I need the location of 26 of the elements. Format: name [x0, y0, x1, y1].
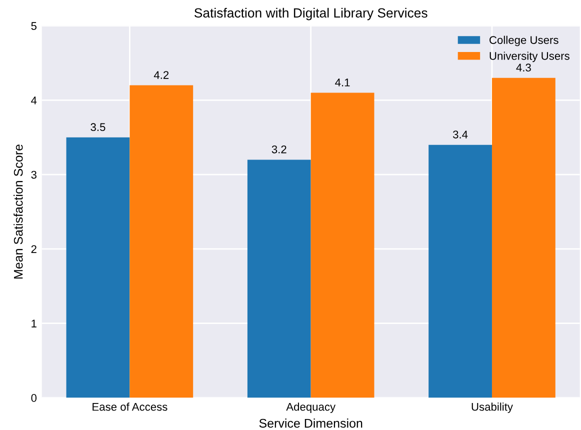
y-tick-label: 2 [31, 245, 36, 253]
bar [310, 92, 374, 398]
y-tick-label: 3 [31, 170, 36, 179]
legend-label: University Users [490, 52, 570, 62]
data-label: 3.4 [452, 130, 468, 138]
x-axis-title: Service Dimension [259, 418, 362, 428]
data-label: 4.2 [154, 71, 169, 79]
bar [428, 144, 492, 398]
legend-label: College Users [490, 36, 558, 46]
bar [66, 137, 130, 398]
data-label: 4.3 [516, 64, 531, 72]
y-tick-label: 5 [31, 22, 37, 30]
y-tick-label: 0 [31, 394, 37, 402]
x-tick-label: Adequacy [286, 402, 336, 413]
bar [492, 78, 556, 398]
x-tick-label: Usability [472, 402, 513, 413]
chart-title: Satisfaction with Digital Library Services [194, 8, 428, 20]
bar [247, 160, 311, 398]
data-label: 3.2 [272, 145, 286, 154]
x-tick-label: Ease of Access [92, 402, 168, 411]
bar [130, 85, 194, 398]
data-label: 4.1 [335, 78, 350, 86]
y-tick-label: 4 [31, 96, 37, 104]
data-label: 3.5 [90, 123, 106, 132]
y-tick-label: 1 [32, 320, 36, 328]
y-axis-title: Mean Satisfaction Score [14, 144, 23, 278]
